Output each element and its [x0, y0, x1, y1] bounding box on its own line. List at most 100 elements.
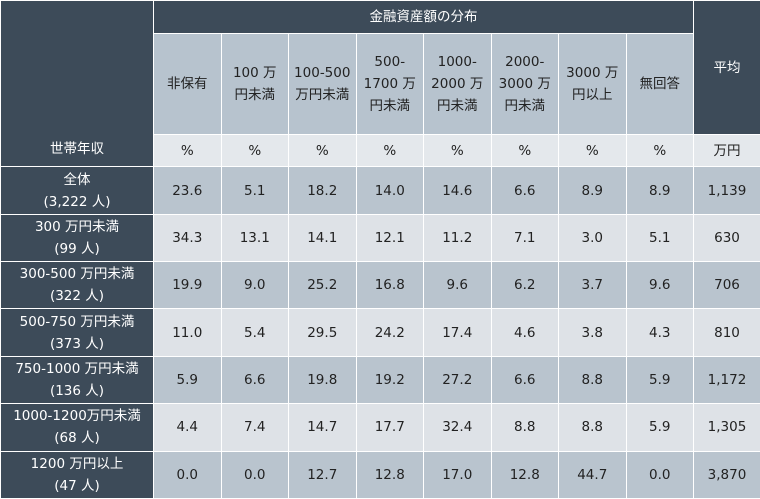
cell-text: 0.0	[176, 466, 198, 483]
value-cell: 5.9	[625, 403, 694, 452]
cell-text: 14.6	[442, 182, 473, 199]
value-cell: 24.2	[355, 308, 424, 357]
value-cell: 4.6	[490, 308, 559, 357]
cell-text: 5.9	[176, 372, 198, 388]
value-cell: 14.0	[355, 166, 424, 215]
cell-text: 7.4	[244, 419, 266, 436]
value-cell: 4.3	[625, 308, 694, 357]
cell-text: 750-1000 万円未満	[15, 361, 139, 377]
cell-text: 3.7	[581, 277, 603, 294]
cell-text: 12.7	[307, 466, 338, 483]
cell-text: 0.0	[649, 466, 671, 483]
value-cell: 5.9	[153, 355, 222, 405]
value-cell: 17.7	[355, 403, 424, 452]
header-row: 非保有 100 万円未満 100-500 万円未満 500- 1700 万円未満 1000-…	[1, 33, 760, 136]
cell-text: 19.9	[172, 277, 203, 294]
cell-text: 17.0	[442, 466, 473, 483]
value-cell: 7.1	[490, 213, 559, 263]
value-cell: 32.4	[423, 403, 492, 452]
cell-text: 全体	[63, 171, 91, 188]
data-row: 全体 (3,222 人) 23.6 5.1 18.2 14.0 14.6 6.6 8.9 8.9 1…	[0, 166, 760, 215]
cell-text: 1,139	[707, 182, 747, 199]
value-cell: 3.0	[558, 213, 627, 263]
cell-text: (99 人)	[54, 240, 100, 257]
row-label: 1000-1200万円未満 (68 人)	[0, 403, 154, 452]
data-row: 1000-1200万円未満 (68 人) 4.4 7.4 14.7 17.7 32.4 8.8…	[0, 403, 760, 452]
value-cell: 0.0	[153, 450, 222, 499]
cell-text: 810	[714, 324, 740, 341]
column-header: 非保有	[153, 33, 222, 136]
value-cell: 11.2	[423, 213, 492, 263]
cell-text: 14.0	[374, 182, 405, 199]
cell-text: 金融資産額の分布	[369, 9, 478, 26]
cell-text: 7.1	[514, 229, 536, 246]
value-cell: 19.8	[288, 355, 357, 405]
unit-cell: 万円	[693, 134, 760, 168]
cell-text: 23.6	[172, 182, 203, 199]
unit-cell: %	[423, 134, 492, 168]
value-cell: 13.1	[220, 213, 289, 263]
value-cell: 8.9	[558, 166, 627, 215]
cell-text: 1000-	[437, 54, 477, 71]
cell-text: 3,870	[707, 466, 747, 483]
cell-text: (136 人)	[49, 383, 105, 399]
cell-text: 1,172	[707, 372, 747, 388]
cell-text: 1,305	[707, 419, 747, 436]
cell-text: 300-500 万円未満	[19, 266, 135, 283]
column-header: 3000 万円以上	[558, 33, 627, 136]
value-cell: 9.6	[423, 261, 492, 310]
data-row: 300 万円未満 (99 人) 34.3 13.1 14.1 12.1 11.2 7.1 3.0…	[0, 213, 760, 263]
cell-text: 44.7	[577, 466, 608, 483]
row-label: 300-500 万円未満 (322 人)	[0, 261, 154, 310]
value-cell: 8.8	[558, 403, 627, 452]
cell-text: 25.2	[307, 277, 338, 294]
value-cell: 11.0	[153, 308, 222, 357]
value-cell: 12.1	[355, 213, 424, 263]
cell-text: 630	[714, 229, 740, 246]
cell-text: 100-500	[294, 65, 351, 82]
cell-text: 12.8	[374, 466, 405, 483]
cell-text: 非保有	[167, 76, 208, 93]
value-cell: 0.0	[625, 450, 694, 499]
cell-text: 500-750 万円未満	[19, 313, 135, 330]
column-header: 無回答	[625, 33, 694, 136]
cell-text: 19.8	[307, 372, 338, 388]
cell-text: 6.6	[244, 372, 266, 388]
cell-text: 13.1	[239, 229, 270, 246]
cell-text: (68 人)	[54, 430, 100, 447]
value-cell: 0.0	[220, 450, 289, 499]
cell-text: 5.1	[244, 182, 266, 199]
value-cell: 17.0	[423, 450, 492, 499]
value-cell: 44.7	[558, 450, 627, 499]
value-cell: 8.9	[625, 166, 694, 215]
cell-text: 12.8	[509, 466, 540, 483]
cell-text: (3,222 人)	[43, 193, 111, 210]
cell-text: 14.7	[307, 419, 338, 436]
value-cell: 23.6	[153, 166, 222, 215]
value-cell: 18.2	[288, 166, 357, 215]
value-cell: 34.3	[153, 213, 222, 263]
value-cell: 27.2	[423, 355, 492, 405]
cell-text: 6.2	[514, 277, 536, 294]
cell-text: 4.3	[649, 324, 671, 341]
value-cell: 8.8	[558, 355, 627, 405]
value-cell: 8.8	[490, 403, 559, 452]
cell-text: 円以上	[572, 87, 613, 104]
value-cell: 9.6	[625, 261, 694, 310]
cell-text: 17.4	[442, 324, 473, 341]
unit-cell: %	[490, 134, 559, 168]
value-cell: 16.8	[355, 261, 424, 310]
cell-text: 18.2	[307, 182, 338, 199]
cell-text: 9.0	[244, 277, 266, 294]
cell-text: 6.6	[514, 372, 536, 388]
value-cell: 6.6	[220, 355, 289, 405]
row-label: 500-750 万円未満 (373 人)	[0, 308, 154, 357]
average-cell: 630	[693, 213, 760, 263]
cell-text: 8.9	[581, 182, 603, 199]
group-title: 金融資産額の分布	[153, 0, 694, 35]
value-cell: 12.8	[355, 450, 424, 499]
value-cell: 14.7	[288, 403, 357, 452]
cell-text: %	[315, 142, 329, 159]
